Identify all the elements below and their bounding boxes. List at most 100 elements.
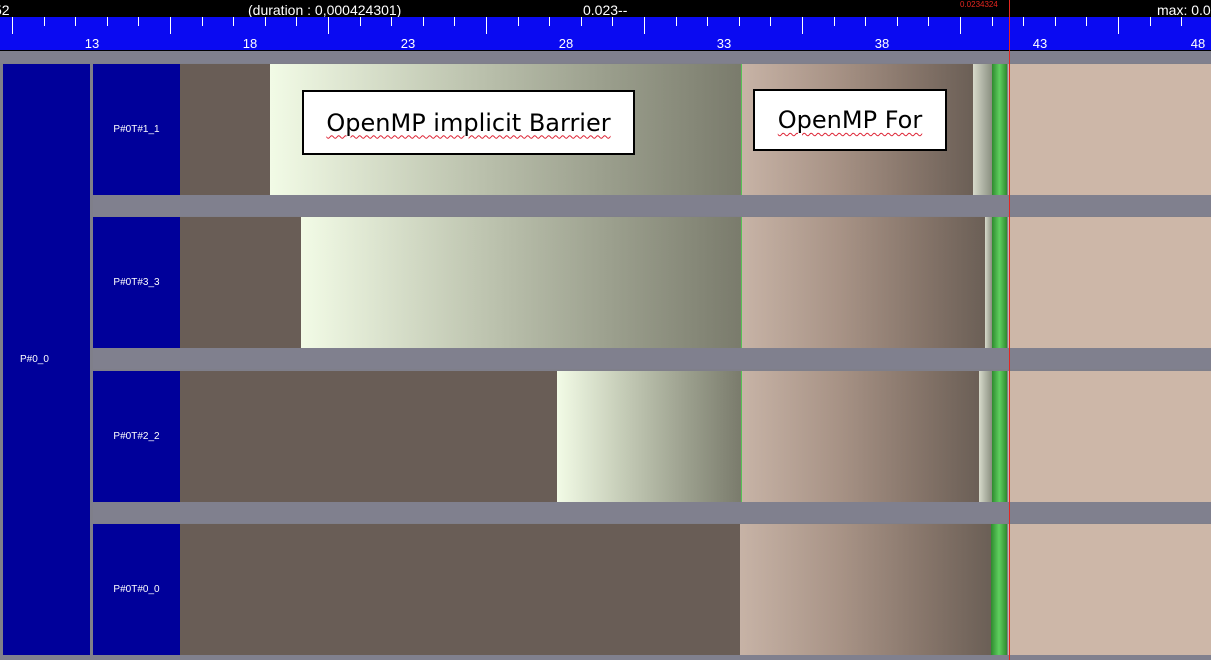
ruler-tick	[12, 17, 13, 34]
ruler-tick	[1150, 17, 1151, 26]
tail-segment[interactable]	[1008, 64, 1211, 195]
ruler-tick	[1118, 17, 1119, 34]
green-segment[interactable]	[992, 64, 1007, 195]
cursor-value-label: 0.0234324	[960, 0, 998, 9]
ruler-tick	[581, 17, 582, 26]
thread-row-1[interactable]: P#0T#1_1	[93, 64, 1211, 195]
thread-label: P#0T#1_1	[113, 124, 160, 135]
ruler-tick	[296, 17, 297, 26]
time-cursor[interactable]	[1009, 0, 1010, 660]
ruler-tick	[328, 17, 329, 34]
phase-line	[741, 64, 742, 195]
ruler-tick	[960, 17, 961, 34]
ruler-tick	[612, 17, 613, 26]
ruler-tick	[75, 17, 76, 26]
idle-segment[interactable]	[180, 371, 557, 502]
barrier-segment[interactable]	[557, 371, 741, 502]
duration-label: (duration : 0,000424301)	[248, 2, 402, 18]
max-value-label: max: 0.0	[1157, 2, 1211, 18]
for-annotation: OpenMP For	[753, 89, 947, 151]
header-left-value: 52	[0, 2, 10, 18]
row-separator	[93, 348, 1211, 369]
row-separator	[93, 195, 1211, 216]
ruler-tick	[549, 17, 550, 26]
green-segment[interactable]	[991, 524, 1007, 655]
thread-label-box[interactable]: P#0T#3_3	[93, 217, 180, 348]
ruler-label: 18	[242, 36, 258, 51]
thread-row-2[interactable]: P#0T#3_3	[93, 217, 1211, 348]
row-separator	[93, 502, 1211, 523]
for-segment[interactable]	[740, 524, 991, 655]
phase-line	[741, 371, 742, 502]
ruler-tick	[423, 17, 424, 26]
header-center-value: 0.023--	[583, 2, 628, 18]
ruler-tick	[739, 17, 740, 26]
thread-label: P#0T#0_0	[113, 584, 160, 595]
ruler-tick	[834, 17, 835, 26]
ruler-tick	[992, 17, 993, 26]
ruler-tick	[107, 17, 108, 26]
idle-segment[interactable]	[180, 217, 301, 348]
timeline-header: 52 (duration : 0,000424301) 0.023-- max:…	[0, 0, 1211, 17]
phase-line	[741, 217, 742, 348]
thread-row-3[interactable]: P#0T#2_2	[93, 371, 1211, 502]
process-label: P#0_0	[20, 354, 49, 365]
thread-label-box[interactable]: P#0T#1_1	[93, 64, 180, 195]
ruler-label: 43	[1032, 36, 1048, 51]
ruler-tick	[802, 17, 803, 34]
thread-row-4[interactable]: P#0T#0_0	[93, 524, 1211, 655]
transition-segment	[979, 371, 992, 502]
thread-label: P#0T#2_2	[113, 431, 160, 442]
ruler-tick	[1086, 17, 1087, 26]
ruler-tick	[897, 17, 898, 26]
ruler-tick	[644, 17, 645, 34]
tail-segment[interactable]	[1008, 371, 1211, 502]
ruler-tick	[928, 17, 929, 26]
transition-segment	[973, 64, 992, 195]
ruler-tick	[233, 17, 234, 26]
bottom-separator	[0, 655, 1211, 660]
for-segment[interactable]	[742, 217, 985, 348]
green-segment[interactable]	[992, 371, 1007, 502]
process-container[interactable]: P#0_0	[3, 64, 90, 655]
ruler-tick	[676, 17, 677, 26]
ruler-tick	[44, 17, 45, 26]
barrier-segment[interactable]	[301, 217, 741, 348]
ruler-label: 23	[400, 36, 416, 51]
ruler-label: 13	[84, 36, 100, 51]
ruler-tick	[265, 17, 266, 26]
green-segment[interactable]	[992, 217, 1007, 348]
ruler-tick	[138, 17, 139, 26]
ruler-tick	[1023, 17, 1024, 26]
for-annotation-text: OpenMP For	[777, 106, 923, 134]
ruler-separator	[0, 51, 1211, 63]
ruler-tick	[454, 17, 455, 26]
for-segment[interactable]	[742, 371, 979, 502]
ruler-label: 38	[874, 36, 890, 51]
ruler-tick	[707, 17, 708, 26]
ruler-tick	[486, 17, 487, 34]
ruler-tick	[391, 17, 392, 26]
ruler-tick	[865, 17, 866, 26]
time-ruler[interactable]: 13 18 23 28 33 38 43 48	[0, 17, 1211, 51]
tail-segment[interactable]	[1008, 524, 1211, 655]
thread-label: P#0T#3_3	[113, 277, 160, 288]
ruler-tick	[770, 17, 771, 26]
ruler-label: 28	[558, 36, 574, 51]
ruler-tick	[518, 17, 519, 26]
barrier-annotation: OpenMP implicit Barrier	[302, 90, 635, 155]
ruler-label: 48	[1190, 36, 1206, 51]
ruler-tick	[1055, 17, 1056, 26]
thread-label-box[interactable]: P#0T#0_0	[93, 524, 180, 655]
ruler-tick	[1181, 17, 1182, 26]
idle-segment[interactable]	[180, 524, 740, 655]
tail-segment[interactable]	[1008, 217, 1211, 348]
ruler-label: 33	[716, 36, 732, 51]
ruler-tick	[202, 17, 203, 26]
barrier-annotation-text: OpenMP implicit Barrier	[326, 108, 611, 137]
thread-label-box[interactable]: P#0T#2_2	[93, 371, 180, 502]
idle-segment[interactable]	[180, 64, 270, 195]
transition-segment	[985, 217, 992, 348]
ruler-tick	[360, 17, 361, 26]
ruler-tick	[170, 17, 171, 34]
